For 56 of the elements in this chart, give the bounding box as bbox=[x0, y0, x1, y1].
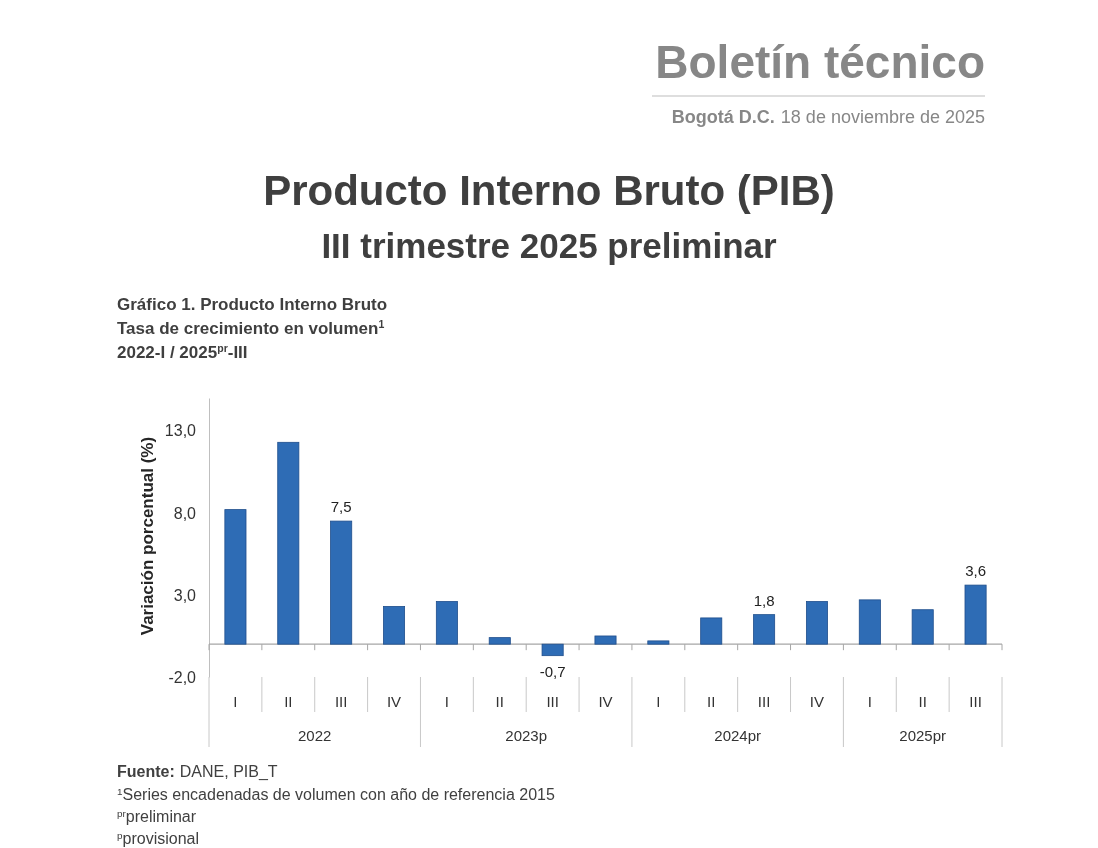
data-label: 1,8 bbox=[753, 591, 775, 609]
x-tick-label: IV bbox=[386, 693, 402, 710]
bar bbox=[277, 441, 300, 645]
text: 2022 bbox=[298, 727, 332, 744]
text: $^{pr}$preliminar bbox=[117, 807, 197, 825]
bar bbox=[224, 509, 247, 645]
x-tick-label: I bbox=[867, 693, 872, 710]
text: Boletín técnico bbox=[655, 36, 985, 88]
bar bbox=[488, 637, 511, 645]
y-tick-label: 13,0 bbox=[164, 422, 197, 440]
x-tick-label: III bbox=[757, 693, 771, 710]
x-tick-label: II bbox=[284, 693, 293, 710]
bar bbox=[964, 584, 987, 645]
data-label: -0,7 bbox=[539, 662, 566, 680]
chart-title: Producto Interno Bruto (PIB) bbox=[263, 167, 835, 214]
x-tick-label: III bbox=[969, 693, 982, 710]
data-label: 7,5 bbox=[330, 498, 352, 516]
text: 2023p bbox=[505, 727, 548, 744]
text: Bogotá D.C. bbox=[671, 107, 775, 127]
text: Tasa de crecimiento en volumen$^{1}$ bbox=[117, 318, 385, 338]
data-label: 3,6 bbox=[965, 562, 986, 580]
bar bbox=[435, 601, 458, 645]
x-tick-label: IV bbox=[809, 693, 825, 710]
y-axis-title: Variación porcentual (%) bbox=[138, 436, 157, 636]
text: $^{p}$provisional bbox=[117, 829, 199, 847]
x-tick-label: I bbox=[233, 693, 238, 710]
x-tick-label: IV bbox=[598, 693, 613, 710]
x-tick-label: II bbox=[707, 693, 716, 710]
chart-subtitle: III trimestre 2025 preliminar bbox=[321, 226, 777, 265]
x-tick-label: I bbox=[656, 693, 661, 710]
bar bbox=[805, 601, 828, 645]
text: 18 de noviembre de 2025 bbox=[780, 107, 985, 127]
bar bbox=[647, 640, 670, 645]
bar bbox=[383, 606, 406, 645]
text: Gráfico 1. Producto Interno Bruto bbox=[117, 295, 388, 314]
x-tick-label: III bbox=[546, 693, 559, 710]
bar bbox=[330, 520, 353, 645]
bar bbox=[858, 599, 881, 645]
source-note: Fuente: bbox=[117, 763, 175, 780]
text: 2022-I / 2025$^{pr}$-III bbox=[117, 342, 248, 362]
x-tick-label: II bbox=[495, 693, 504, 710]
text: 2024pr bbox=[714, 727, 762, 744]
x-tick-label: I bbox=[444, 693, 449, 710]
text: $^{1}$Series encadenadas de volumen con año de referencia 2015 bbox=[117, 785, 555, 803]
x-tick-label: III bbox=[334, 693, 348, 710]
text: 2025pr bbox=[899, 727, 947, 744]
y-tick-label: 3,0 bbox=[173, 586, 197, 604]
text: DANE, PIB_T bbox=[179, 763, 278, 781]
bar bbox=[911, 609, 934, 645]
bar bbox=[594, 635, 617, 645]
bar bbox=[753, 614, 776, 645]
x-tick-label: II bbox=[918, 693, 927, 710]
bar bbox=[541, 643, 564, 657]
y-tick-label: -2,0 bbox=[168, 668, 197, 686]
bar bbox=[700, 617, 723, 645]
y-tick-label: 8,0 bbox=[173, 504, 197, 522]
